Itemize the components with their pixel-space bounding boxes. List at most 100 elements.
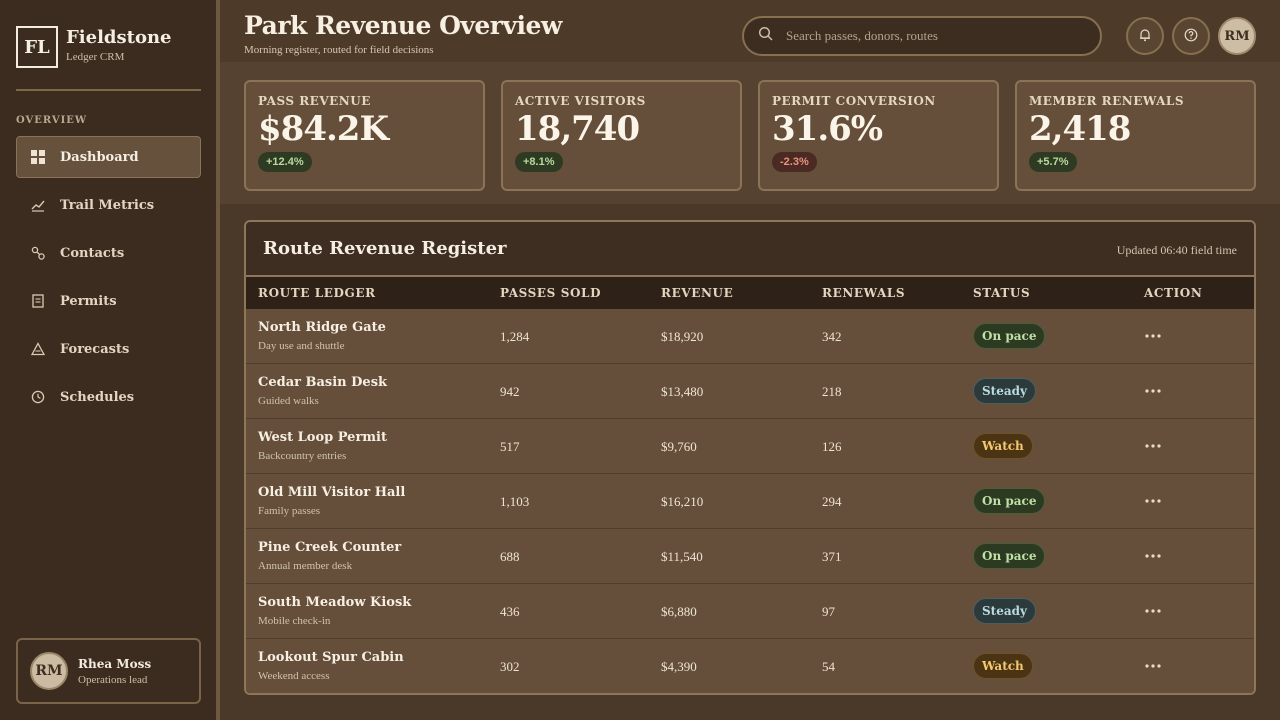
link-nodes-icon bbox=[30, 245, 46, 261]
search-icon bbox=[758, 26, 774, 46]
renewals: 342 bbox=[822, 329, 842, 344]
kpi-card-pass-revenue[interactable]: PASS REVENUE $84.2K +12.4% bbox=[244, 80, 485, 191]
renewals: 371 bbox=[822, 549, 842, 564]
row-action-button[interactable] bbox=[1143, 656, 1163, 676]
passes-sold: 942 bbox=[500, 384, 520, 399]
route-description: Mobile check-in bbox=[258, 615, 331, 627]
route-description: Guided walks bbox=[258, 395, 319, 407]
table-row[interactable]: South Meadow Kiosk Mobile check-in 436 $… bbox=[246, 584, 1254, 639]
route-description: Annual member desk bbox=[258, 560, 353, 572]
kpi-card-member-renewals[interactable]: MEMBER RENEWALS 2,418 +5.7% bbox=[1015, 80, 1256, 191]
row-action-button[interactable] bbox=[1143, 546, 1163, 566]
page-subtitle: Morning register, routed for field decis… bbox=[244, 44, 434, 56]
avatar[interactable]: RM bbox=[1218, 17, 1256, 55]
status-badge: On pace bbox=[973, 543, 1046, 569]
table-row[interactable]: Cedar Basin Desk Guided walks 942 $13,48… bbox=[246, 364, 1254, 419]
nav-section-label: OVERVIEW bbox=[16, 115, 88, 126]
kpi-card-permit-conversion[interactable]: PERMIT CONVERSION 31.6% -2.3% bbox=[758, 80, 999, 191]
notifications-button[interactable] bbox=[1126, 17, 1164, 55]
more-horizontal-icon bbox=[1145, 499, 1161, 503]
renewals: 294 bbox=[822, 494, 842, 509]
kpi-value: 31.6% bbox=[772, 109, 883, 149]
row-action-button[interactable] bbox=[1143, 381, 1163, 401]
table-body: North Ridge Gate Day use and shuttle 1,2… bbox=[246, 309, 1254, 693]
status-badge: Watch bbox=[973, 433, 1033, 459]
more-horizontal-icon bbox=[1145, 609, 1161, 613]
route-name: South Meadow Kiosk bbox=[258, 595, 412, 610]
avatar: RM bbox=[30, 652, 68, 690]
row-action-button[interactable] bbox=[1143, 601, 1163, 621]
line-chart-icon bbox=[30, 197, 46, 213]
more-horizontal-icon bbox=[1145, 444, 1161, 448]
revenue: $4,390 bbox=[661, 659, 697, 674]
row-action-button[interactable] bbox=[1143, 436, 1163, 456]
passes-sold: 1,103 bbox=[500, 494, 530, 509]
table-row[interactable]: Old Mill Visitor Hall Family passes 1,10… bbox=[246, 474, 1254, 529]
route-description: Family passes bbox=[258, 505, 321, 517]
more-horizontal-icon bbox=[1145, 554, 1161, 558]
revenue: $6,880 bbox=[661, 604, 697, 619]
revenue: $9,760 bbox=[661, 439, 697, 454]
column-header-status[interactable]: STATUS bbox=[973, 286, 1031, 300]
clock-icon bbox=[30, 389, 46, 405]
passes-sold: 688 bbox=[500, 549, 520, 564]
revenue: $18,920 bbox=[661, 329, 704, 344]
passes-sold: 302 bbox=[500, 659, 520, 674]
sidebar-item-contacts[interactable]: Contacts bbox=[16, 232, 201, 274]
search-bar[interactable] bbox=[742, 16, 1102, 56]
row-action-button[interactable] bbox=[1143, 326, 1163, 346]
passes-sold: 1,284 bbox=[500, 329, 530, 344]
passes-sold: 517 bbox=[500, 439, 520, 454]
brand-logo: FL bbox=[16, 26, 58, 68]
status-badge: On pace bbox=[973, 488, 1046, 514]
status-badge: Steady bbox=[973, 378, 1036, 404]
sidebar-item-dashboard[interactable]: Dashboard bbox=[16, 136, 201, 178]
user-card[interactable]: RM Rhea Moss Operations lead bbox=[16, 638, 201, 704]
brand-name: Fieldstone bbox=[66, 27, 172, 48]
table-header: ROUTE LEDGER PASSES SOLD REVENUE RENEWAL… bbox=[246, 277, 1254, 309]
panel-divider bbox=[246, 275, 1254, 277]
brand[interactable]: FL Fieldstone Ledger CRM bbox=[16, 26, 172, 68]
sidebar-item-permits[interactable]: Permits bbox=[16, 280, 201, 322]
grid-icon bbox=[30, 149, 46, 165]
kpi-value: 18,740 bbox=[515, 109, 640, 149]
row-action-button[interactable] bbox=[1143, 491, 1163, 511]
sidebar-item-label: Trail Metrics bbox=[60, 197, 155, 213]
kpi-value: $84.2K bbox=[258, 109, 389, 149]
header: Park Revenue Overview Morning register, … bbox=[220, 0, 1280, 62]
table-row[interactable]: West Loop Permit Backcountry entries 517… bbox=[246, 419, 1254, 474]
renewals: 97 bbox=[822, 604, 835, 619]
kpi-card-active-visitors[interactable]: ACTIVE VISITORS 18,740 +8.1% bbox=[501, 80, 742, 191]
sidebar-item-forecasts[interactable]: Forecasts bbox=[16, 328, 201, 370]
route-name: Old Mill Visitor Hall bbox=[258, 485, 406, 500]
page-title: Park Revenue Overview bbox=[244, 11, 562, 40]
help-button[interactable] bbox=[1172, 17, 1210, 55]
document-icon bbox=[30, 293, 46, 309]
route-description: Day use and shuttle bbox=[258, 340, 345, 352]
column-header-passes[interactable]: PASSES SOLD bbox=[500, 286, 602, 300]
column-header-revenue[interactable]: REVENUE bbox=[661, 286, 734, 300]
table-row[interactable]: Pine Creek Counter Annual member desk 68… bbox=[246, 529, 1254, 584]
route-name: Lookout Spur Cabin bbox=[258, 650, 404, 665]
route-description: Backcountry entries bbox=[258, 450, 347, 462]
sidebar-item-schedules[interactable]: Schedules bbox=[16, 376, 201, 418]
kpi-delta-badge: +5.7% bbox=[1029, 152, 1077, 172]
search-input[interactable] bbox=[786, 28, 1086, 44]
renewals: 126 bbox=[822, 439, 842, 454]
revenue: $13,480 bbox=[661, 384, 704, 399]
route-name: North Ridge Gate bbox=[258, 320, 386, 335]
table-row[interactable]: Lookout Spur Cabin Weekend access 302 $4… bbox=[246, 639, 1254, 693]
sidebar-item-trail-metrics[interactable]: Trail Metrics bbox=[16, 184, 201, 226]
route-name: Cedar Basin Desk bbox=[258, 375, 388, 390]
column-header-renewals[interactable]: RENEWALS bbox=[822, 286, 906, 300]
status-badge: Steady bbox=[973, 598, 1036, 624]
status-badge: On pace bbox=[973, 323, 1046, 349]
user-role: Operations lead bbox=[78, 673, 148, 686]
kpi-label: PERMIT CONVERSION bbox=[772, 94, 936, 108]
sidebar: FL Fieldstone Ledger CRM OVERVIEW Dashbo… bbox=[0, 0, 216, 720]
renewals: 54 bbox=[822, 659, 835, 674]
kpi-delta-badge: -2.3% bbox=[772, 152, 817, 172]
table-row[interactable]: North Ridge Gate Day use and shuttle 1,2… bbox=[246, 309, 1254, 364]
column-header-route[interactable]: ROUTE LEDGER bbox=[258, 286, 376, 300]
kpi-label: ACTIVE VISITORS bbox=[515, 94, 646, 108]
